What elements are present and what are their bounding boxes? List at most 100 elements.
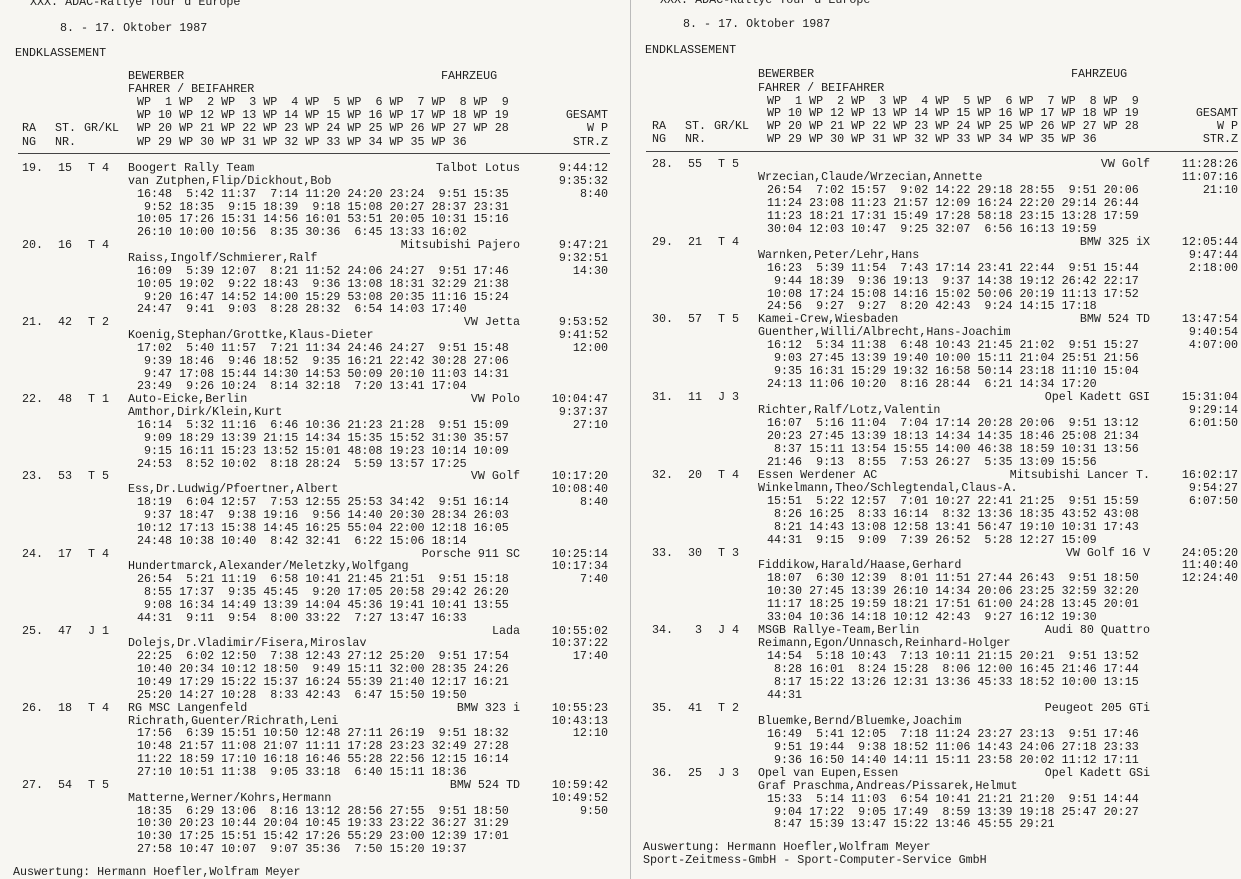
rank: 21. [22,315,44,330]
rank: 22. [22,392,44,407]
total-time: 10:25:14 [551,546,608,561]
car: Lada [491,623,520,638]
crew: Ess,Dr.Ludwig/Pfoertner,Albert [128,482,339,497]
rank: 28. [652,157,674,171]
total-time: 9:53:52 [558,315,608,330]
stage-times: 15:51 5:22 12:57 7:01 10:27 22:41 21:25 … [767,493,1139,508]
total-time: 6:01:50 [1188,416,1238,430]
footer-text: Auswertung: Hermann Hoefler,Wolfram Meye… [643,840,931,854]
entrant: MSGB Rallye-Team,Berlin [758,623,920,638]
entrant: RG MSC Langenfeld [128,700,248,715]
start-number: 54 [57,777,72,792]
header-rule [646,151,1238,152]
crew: Bluemke,Bernd/Bluemke,Joachim [758,713,962,728]
crew: Reimann,Egon/Unnasch,Reinhard-Holger [758,636,1011,651]
stage-times: 30:04 12:03 10:47 9:25 32:07 6:56 16:13 … [767,221,1097,236]
class: T 5 [88,777,110,792]
page-fold [630,0,631,879]
class: T 5 [88,469,110,484]
car: VW Polo [470,392,520,407]
entrant: Kamei-Crew,Wiesbaden [758,312,899,327]
class: T 4 [718,467,740,482]
start-number: 42 [57,315,72,330]
total-time: 9:32:51 [558,250,608,265]
stage-times: 44:31 9:11 9:54 8:00 33:22 7:27 13:47 16… [137,610,467,625]
total-time: 9:54:27 [1188,480,1238,495]
stage-times: 10:48 21:57 11:08 21:07 11:11 17:28 23:2… [137,739,509,754]
page-title: XXX. ADAC-Rallye Tour d'Europe [660,0,871,7]
stage-times: 8:21 14:43 13:08 12:58 13:41 56:47 19:10… [767,519,1139,534]
rank: 30. [652,312,674,327]
stage-times: 10:30 17:25 15:51 15:42 17:26 55:29 23:0… [137,829,509,844]
page-date: 8. - 17. Oktober 1987 [60,21,208,35]
stage-times: 26:10 10:00 10:56 8:35 30:36 6:45 13:33 … [137,225,467,240]
class: T 1 [88,392,110,407]
total-time: 10:17:34 [551,559,608,574]
total-time: 12:00 [572,340,608,355]
col-header-wp: WP 1 WP 2 WP 3 WP 4 WP 5 WP 6 WP 7 WP 8 … [137,95,509,109]
class: J 1 [88,623,110,638]
stage-times: 10:40 20:34 10:12 18:50 9:49 15:11 32:00… [137,662,509,677]
class: J 3 [718,765,740,780]
rank: 24. [22,546,44,561]
col-header: RA [652,119,667,133]
stage-times: 9:35 16:31 15:29 19:32 16:58 50:14 23:18… [767,364,1139,379]
col-header: GR/KL [84,121,120,135]
stage-times: 22:25 6:02 12:50 7:38 12:43 27:12 25:20 … [137,649,509,664]
start-number: 25 [687,765,702,780]
col-header: FAHRZEUG [1071,67,1128,81]
total-time: 9:40:54 [1188,325,1238,340]
crew: Dolejs,Dr.Vladimir/Fisera,Miroslav [128,636,367,651]
stage-times: 24:47 9:41 9:03 8:28 28:32 6:54 14:03 17… [137,302,467,317]
stage-times: 8:55 17:37 9:35 45:45 9:20 17:05 20:58 2… [137,585,509,600]
col-header: FAHRER / BEIFAHRER [758,81,885,95]
crew: Guenther,Willi/Albrecht,Hans-Joachim [758,325,1011,340]
stage-times: 17:02 5:40 11:57 7:21 11:34 24:46 24:27 … [137,340,509,355]
class: T 4 [718,234,740,249]
stage-times: 9:37 18:47 9:38 19:16 9:56 14:40 20:30 2… [137,507,509,522]
col-header: GR/KL [714,119,750,133]
stage-times: 9:03 27:45 13:39 19:40 10:00 15:11 21:04… [767,351,1139,366]
stage-times: 24:56 9:27 9:27 8:20 42:43 9:24 14:15 17… [767,299,1097,314]
section-title: ENDKLASSEMENT [645,43,737,57]
total-time: 9:37:37 [558,405,608,420]
class: T 4 [88,161,110,175]
stage-times: 8:28 16:01 8:24 15:28 8:06 12:00 16:45 2… [767,662,1139,677]
crew: Graf Praschma,Andreas/Pissarek,Helmut [758,778,1018,793]
col-header: W P [1216,119,1238,133]
total-time: 16:02:17 [1181,467,1238,482]
total-time: 27:10 [572,418,608,432]
total-time: 14:30 [572,263,608,278]
col-header-wp: WP 29 WP 30 WP 31 WP 32 WP 33 WP 34 WP 3… [137,135,467,149]
crew: Wrzecian,Claude/Wrzecian,Annette [758,169,983,184]
col-header: STR.Z [572,135,608,149]
total-time: 9:44:12 [558,161,608,175]
col-header: RA [22,121,37,135]
total-time: 24:05:20 [1181,545,1238,560]
start-number: 16 [57,238,72,253]
total-time: 7:40 [579,572,608,587]
total-time: 9:29:14 [1188,403,1238,418]
crew: van Zutphen,Flip/Dickhout,Bob [128,173,332,188]
start-number: 20 [687,467,702,482]
car: Audi 80 Quattro [1044,623,1150,638]
stage-times: 11:24 23:08 11:23 21:57 12:09 16:24 22:2… [767,195,1139,210]
col-header-wp: WP 29 WP 30 WP 31 WP 32 WP 33 WP 34 WP 3… [767,132,1097,146]
start-number: 21 [687,234,702,249]
start-number: 3 [694,623,702,638]
stage-times: 23:49 9:26 10:24 8:14 32:18 7:20 13:41 1… [137,379,467,394]
total-time: 10:37:22 [551,636,608,651]
start-number: 15 [57,161,72,175]
car: BMW 323 i [456,700,520,715]
rank: 36. [652,765,674,780]
class: J 3 [718,390,740,405]
stage-times: 21:46 9:13 8:55 7:53 26:27 5:35 13:09 15… [767,454,1097,469]
col-header: BEWERBER [128,69,185,83]
stage-times: 11:22 18:59 17:10 16:18 16:46 55:28 22:5… [137,752,509,767]
stage-times: 16:09 5:39 12:07 8:21 11:52 24:06 24:27 … [137,263,509,278]
page-date: 8. - 17. Oktober 1987 [683,17,831,31]
car: Porsche 911 SC [421,546,520,561]
stage-times: 10:30 20:23 10:44 20:04 10:45 19:33 23:2… [137,816,509,831]
stage-times: 9:20 16:47 14:52 14:00 15:29 53:08 20:35… [137,289,509,304]
